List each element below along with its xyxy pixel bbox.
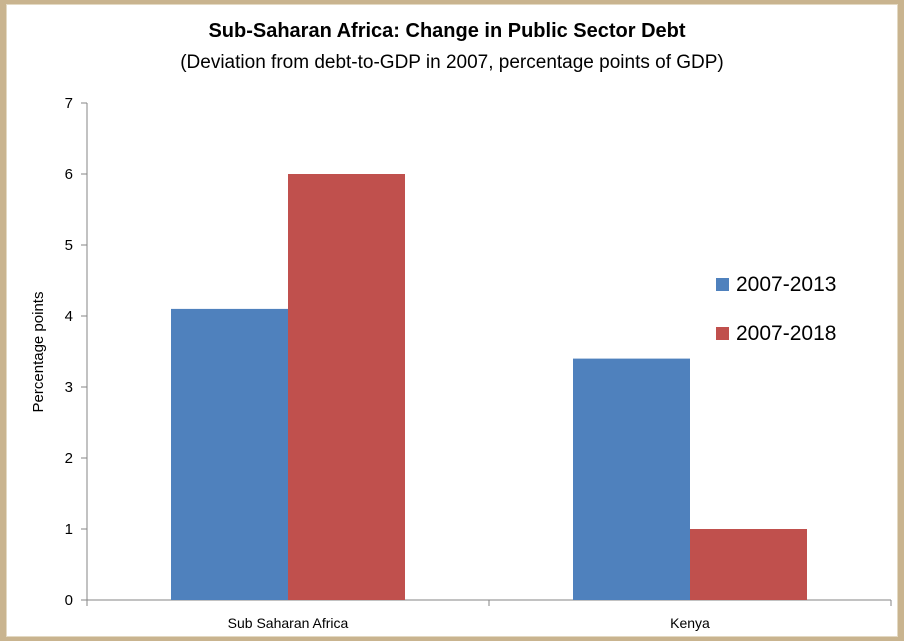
- bar-2007-2013-sub-saharan-africa: [171, 309, 288, 600]
- y-tick-label: 7: [65, 95, 73, 112]
- legend-swatch: [716, 278, 729, 291]
- chart-subtitle: (Deviation from debt-to-GDP in 2007, per…: [180, 52, 724, 73]
- y-tick-label: 0: [65, 592, 73, 609]
- y-tick-label: 4: [65, 308, 73, 325]
- legend-label: 2007-2018: [736, 322, 836, 345]
- bar-2007-2013-kenya: [573, 359, 690, 600]
- y-axis-label: Percentage points: [30, 292, 47, 413]
- legend-swatch: [716, 327, 729, 340]
- chart-svg: Sub-Saharan Africa: Change in Public Sec…: [7, 5, 897, 636]
- y-tick-label: 3: [65, 379, 73, 396]
- legend: 2007-2013 2007-2018: [716, 273, 836, 345]
- legend-label: 2007-2013: [736, 273, 836, 296]
- x-category-label: Kenya: [670, 615, 710, 631]
- plot-area: 0 1 2 3 4 5 6 7 Sub Saharan Africa Kenya: [65, 95, 891, 631]
- y-tick-label: 5: [65, 237, 73, 254]
- y-tick-label: 6: [65, 166, 73, 183]
- bar-2007-2018-kenya: [690, 529, 807, 600]
- y-tick-label: 1: [65, 521, 73, 538]
- chart-frame: Sub-Saharan Africa: Change in Public Sec…: [6, 4, 898, 637]
- y-tick-label: 2: [65, 450, 73, 467]
- x-category-label: Sub Saharan Africa: [228, 615, 349, 631]
- bar-2007-2018-sub-saharan-africa: [288, 174, 405, 600]
- chart-title: Sub-Saharan Africa: Change in Public Sec…: [208, 20, 685, 42]
